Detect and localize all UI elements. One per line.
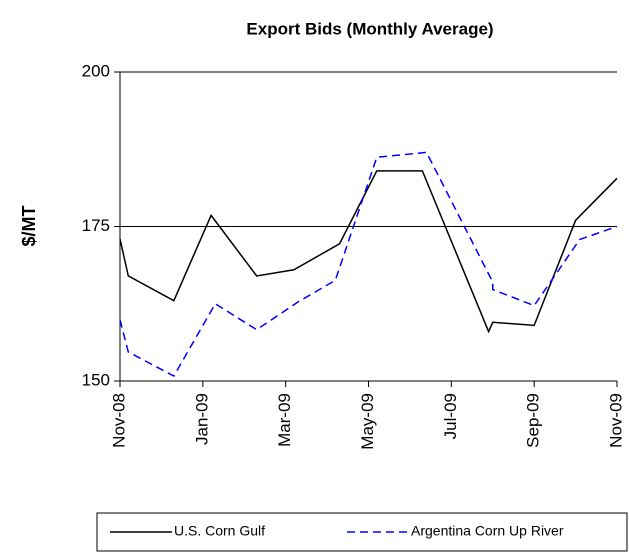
y-axis-label: $/MT bbox=[19, 205, 39, 246]
x-tick-label: Nov-08 bbox=[109, 393, 128, 448]
x-tick-label: Jan-09 bbox=[192, 393, 211, 445]
y-tick-label: 175 bbox=[82, 216, 110, 235]
series-line bbox=[119, 170, 618, 334]
series-line bbox=[119, 151, 618, 378]
legend-label: U.S. Corn Gulf bbox=[174, 523, 265, 539]
x-tick-label: May-09 bbox=[358, 393, 377, 450]
x-tick-label: Mar-09 bbox=[275, 393, 294, 447]
legend-label: Argentina Corn Up River bbox=[411, 523, 564, 539]
y-tick-label: 150 bbox=[82, 370, 110, 389]
x-tick-label: Nov-09 bbox=[606, 393, 625, 448]
legend-box bbox=[96, 512, 628, 552]
y-tick-label: 200 bbox=[82, 61, 110, 80]
x-tick-label: Jul-09 bbox=[441, 393, 460, 439]
x-tick-label: Sep-09 bbox=[524, 393, 543, 448]
chart-title: Export Bids (Monthly Average) bbox=[246, 19, 493, 38]
